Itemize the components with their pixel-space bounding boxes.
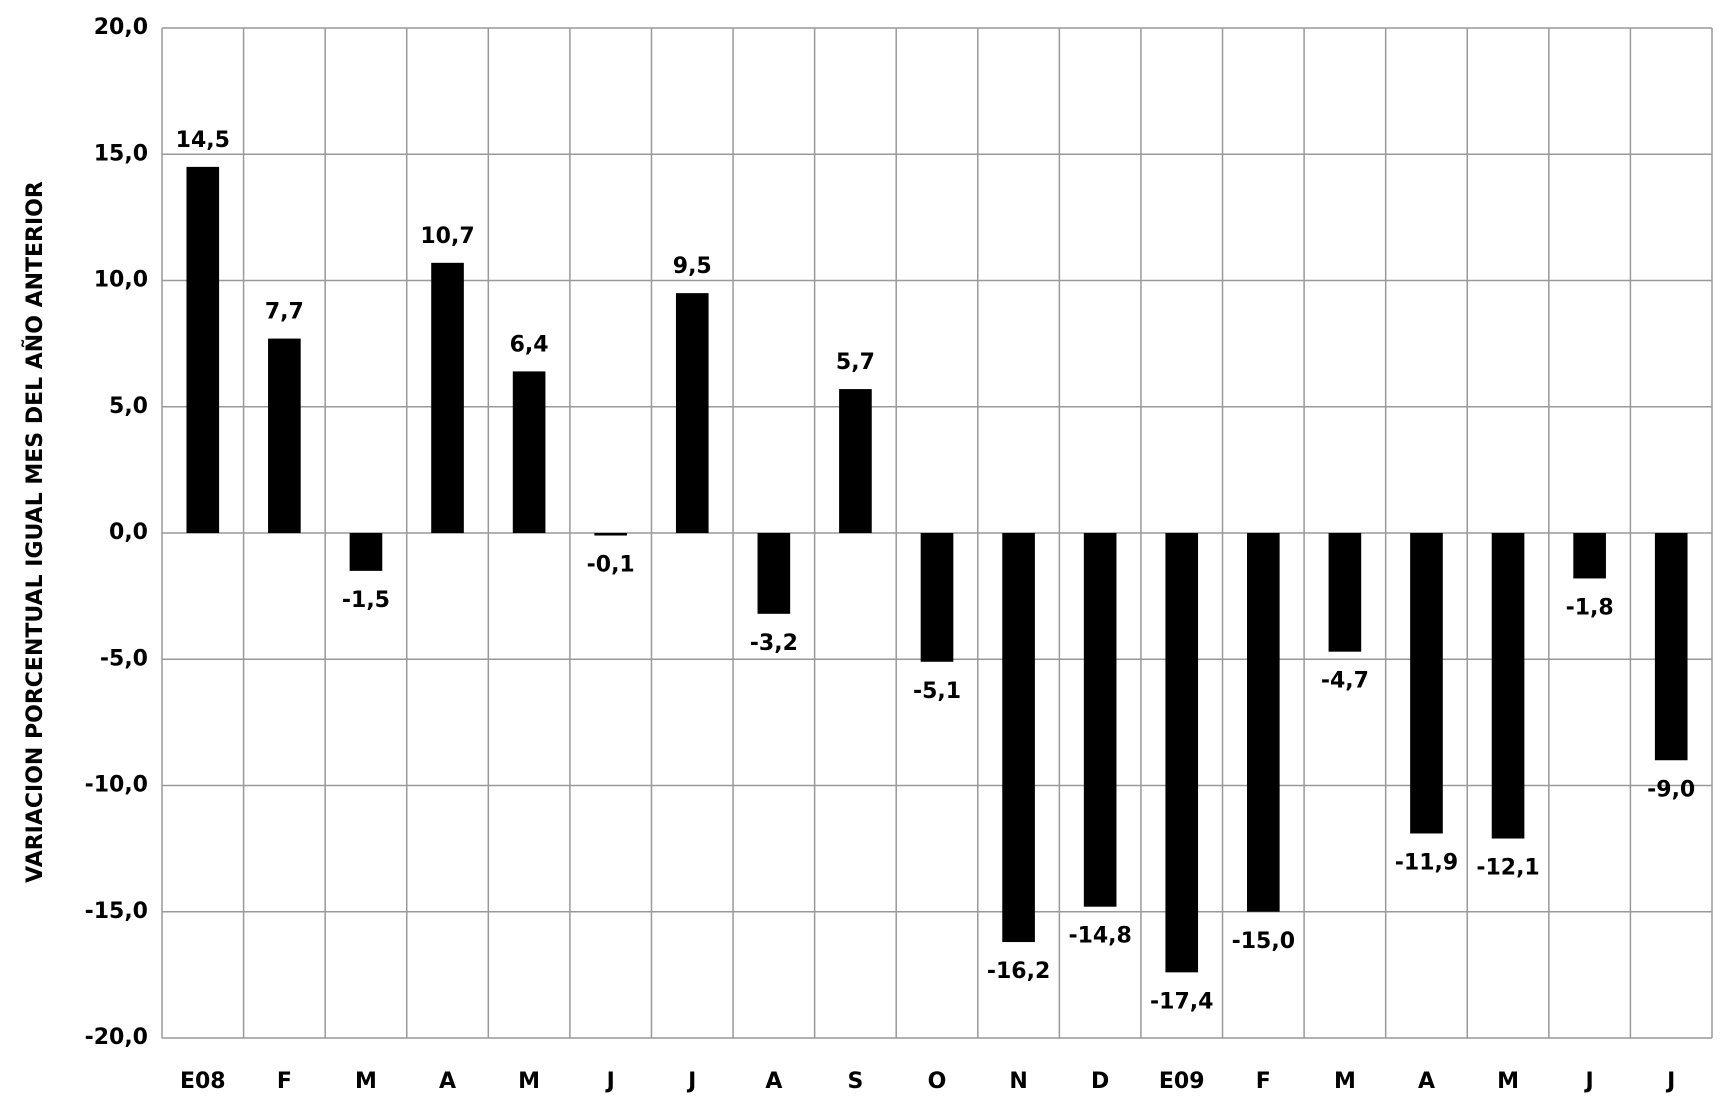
data-label: -11,9 <box>1395 850 1458 875</box>
data-label: 5,7 <box>836 350 875 375</box>
data-label: -4,7 <box>1321 669 1369 694</box>
y-axis-title: VARIACION PORCENTUAL IGUAL MES DEL AÑO A… <box>22 181 48 883</box>
data-label: 7,7 <box>265 300 304 325</box>
x-tick-label: M <box>1497 1069 1519 1094</box>
y-tick-label: 10,0 <box>94 268 148 293</box>
data-label: -5,1 <box>913 679 961 704</box>
bar <box>268 338 301 533</box>
x-tick-label: A <box>1418 1069 1435 1094</box>
bar <box>920 533 954 662</box>
data-label: 6,4 <box>510 332 549 357</box>
x-tick-label: J <box>1665 1069 1675 1094</box>
x-tick-label: M <box>518 1069 540 1094</box>
bar <box>1410 533 1443 834</box>
data-label: 9,5 <box>673 254 712 279</box>
data-label: -1,5 <box>342 588 390 613</box>
y-tick-label: 15,0 <box>94 141 148 166</box>
bar <box>757 533 791 614</box>
y-tick-label: -20,0 <box>85 1025 148 1050</box>
x-tick-label: S <box>847 1069 863 1094</box>
data-label: -3,2 <box>750 631 798 656</box>
data-label: 10,7 <box>420 224 474 249</box>
bar <box>1002 533 1035 943</box>
bar <box>1573 533 1606 579</box>
y-tick-label: 5,0 <box>109 394 148 419</box>
bar <box>1165 533 1199 973</box>
y-tick-label: 0,0 <box>109 520 148 545</box>
x-tick-label: F <box>277 1069 292 1094</box>
x-tick-label: J <box>686 1069 696 1094</box>
bar <box>431 262 464 533</box>
bar <box>839 389 872 533</box>
x-tick-label: O <box>928 1069 947 1094</box>
data-label: -0,1 <box>587 553 635 578</box>
bar <box>594 533 627 536</box>
bar <box>1328 533 1362 652</box>
data-label: -14,8 <box>1068 924 1131 949</box>
data-label: -16,2 <box>987 959 1050 984</box>
x-tick-label: D <box>1091 1069 1109 1094</box>
x-tick-label: M <box>1334 1069 1356 1094</box>
data-label: -17,4 <box>1150 989 1213 1014</box>
x-tick-label: J <box>605 1069 615 1094</box>
bar <box>1491 533 1525 839</box>
bar <box>1654 533 1688 761</box>
data-label: -9,0 <box>1647 777 1695 802</box>
bar <box>349 533 383 571</box>
x-tick-label: E08 <box>180 1069 226 1094</box>
y-tick-label: 20,0 <box>94 15 148 40</box>
x-tick-label: F <box>1256 1069 1271 1094</box>
x-tick-label: N <box>1009 1069 1027 1094</box>
bar <box>512 371 546 533</box>
y-tick-label: -10,0 <box>85 773 148 798</box>
x-tick-label: A <box>765 1069 782 1094</box>
x-tick-label: A <box>439 1069 456 1094</box>
bar <box>186 166 220 533</box>
y-tick-label: -5,0 <box>100 646 148 671</box>
x-tick-label: M <box>355 1069 377 1094</box>
data-label: -12,1 <box>1476 856 1539 881</box>
bar <box>675 293 709 533</box>
x-tick-label: J <box>1584 1069 1594 1094</box>
bar <box>1247 533 1280 912</box>
y-tick-label: -15,0 <box>85 899 148 924</box>
x-tick-label: E09 <box>1159 1069 1205 1094</box>
bar <box>1083 533 1117 907</box>
data-label: -15,0 <box>1232 929 1295 954</box>
data-label: 14,5 <box>176 128 230 153</box>
data-label: -1,8 <box>1566 595 1614 620</box>
